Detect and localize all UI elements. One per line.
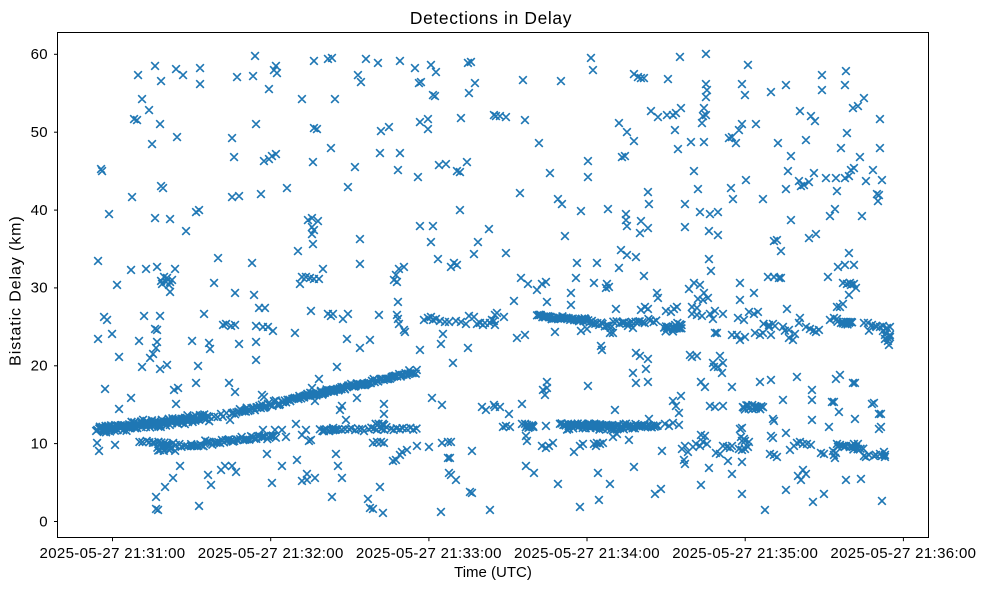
svg-text:2025-05-27 21:33:00: 2025-05-27 21:33:00 (356, 545, 502, 562)
svg-text:Time (UTC): Time (UTC) (454, 564, 532, 581)
svg-text:Detections in Delay: Detections in Delay (410, 8, 572, 28)
svg-text:2025-05-27 21:31:00: 2025-05-27 21:31:00 (40, 545, 186, 562)
svg-text:30: 30 (31, 280, 48, 297)
svg-text:60: 60 (31, 46, 48, 63)
svg-text:Bistatic Delay (km): Bistatic Delay (km) (8, 215, 25, 365)
svg-text:2025-05-27 21:36:00: 2025-05-27 21:36:00 (830, 545, 976, 562)
svg-text:40: 40 (31, 202, 48, 219)
svg-text:2025-05-27 21:35:00: 2025-05-27 21:35:00 (672, 545, 818, 562)
svg-text:2025-05-27 21:34:00: 2025-05-27 21:34:00 (514, 545, 660, 562)
svg-text:0: 0 (39, 513, 48, 530)
svg-text:2025-05-27 21:32:00: 2025-05-27 21:32:00 (198, 545, 344, 562)
svg-text:10: 10 (31, 435, 48, 452)
svg-text:20: 20 (31, 358, 48, 375)
svg-text:50: 50 (31, 124, 48, 141)
